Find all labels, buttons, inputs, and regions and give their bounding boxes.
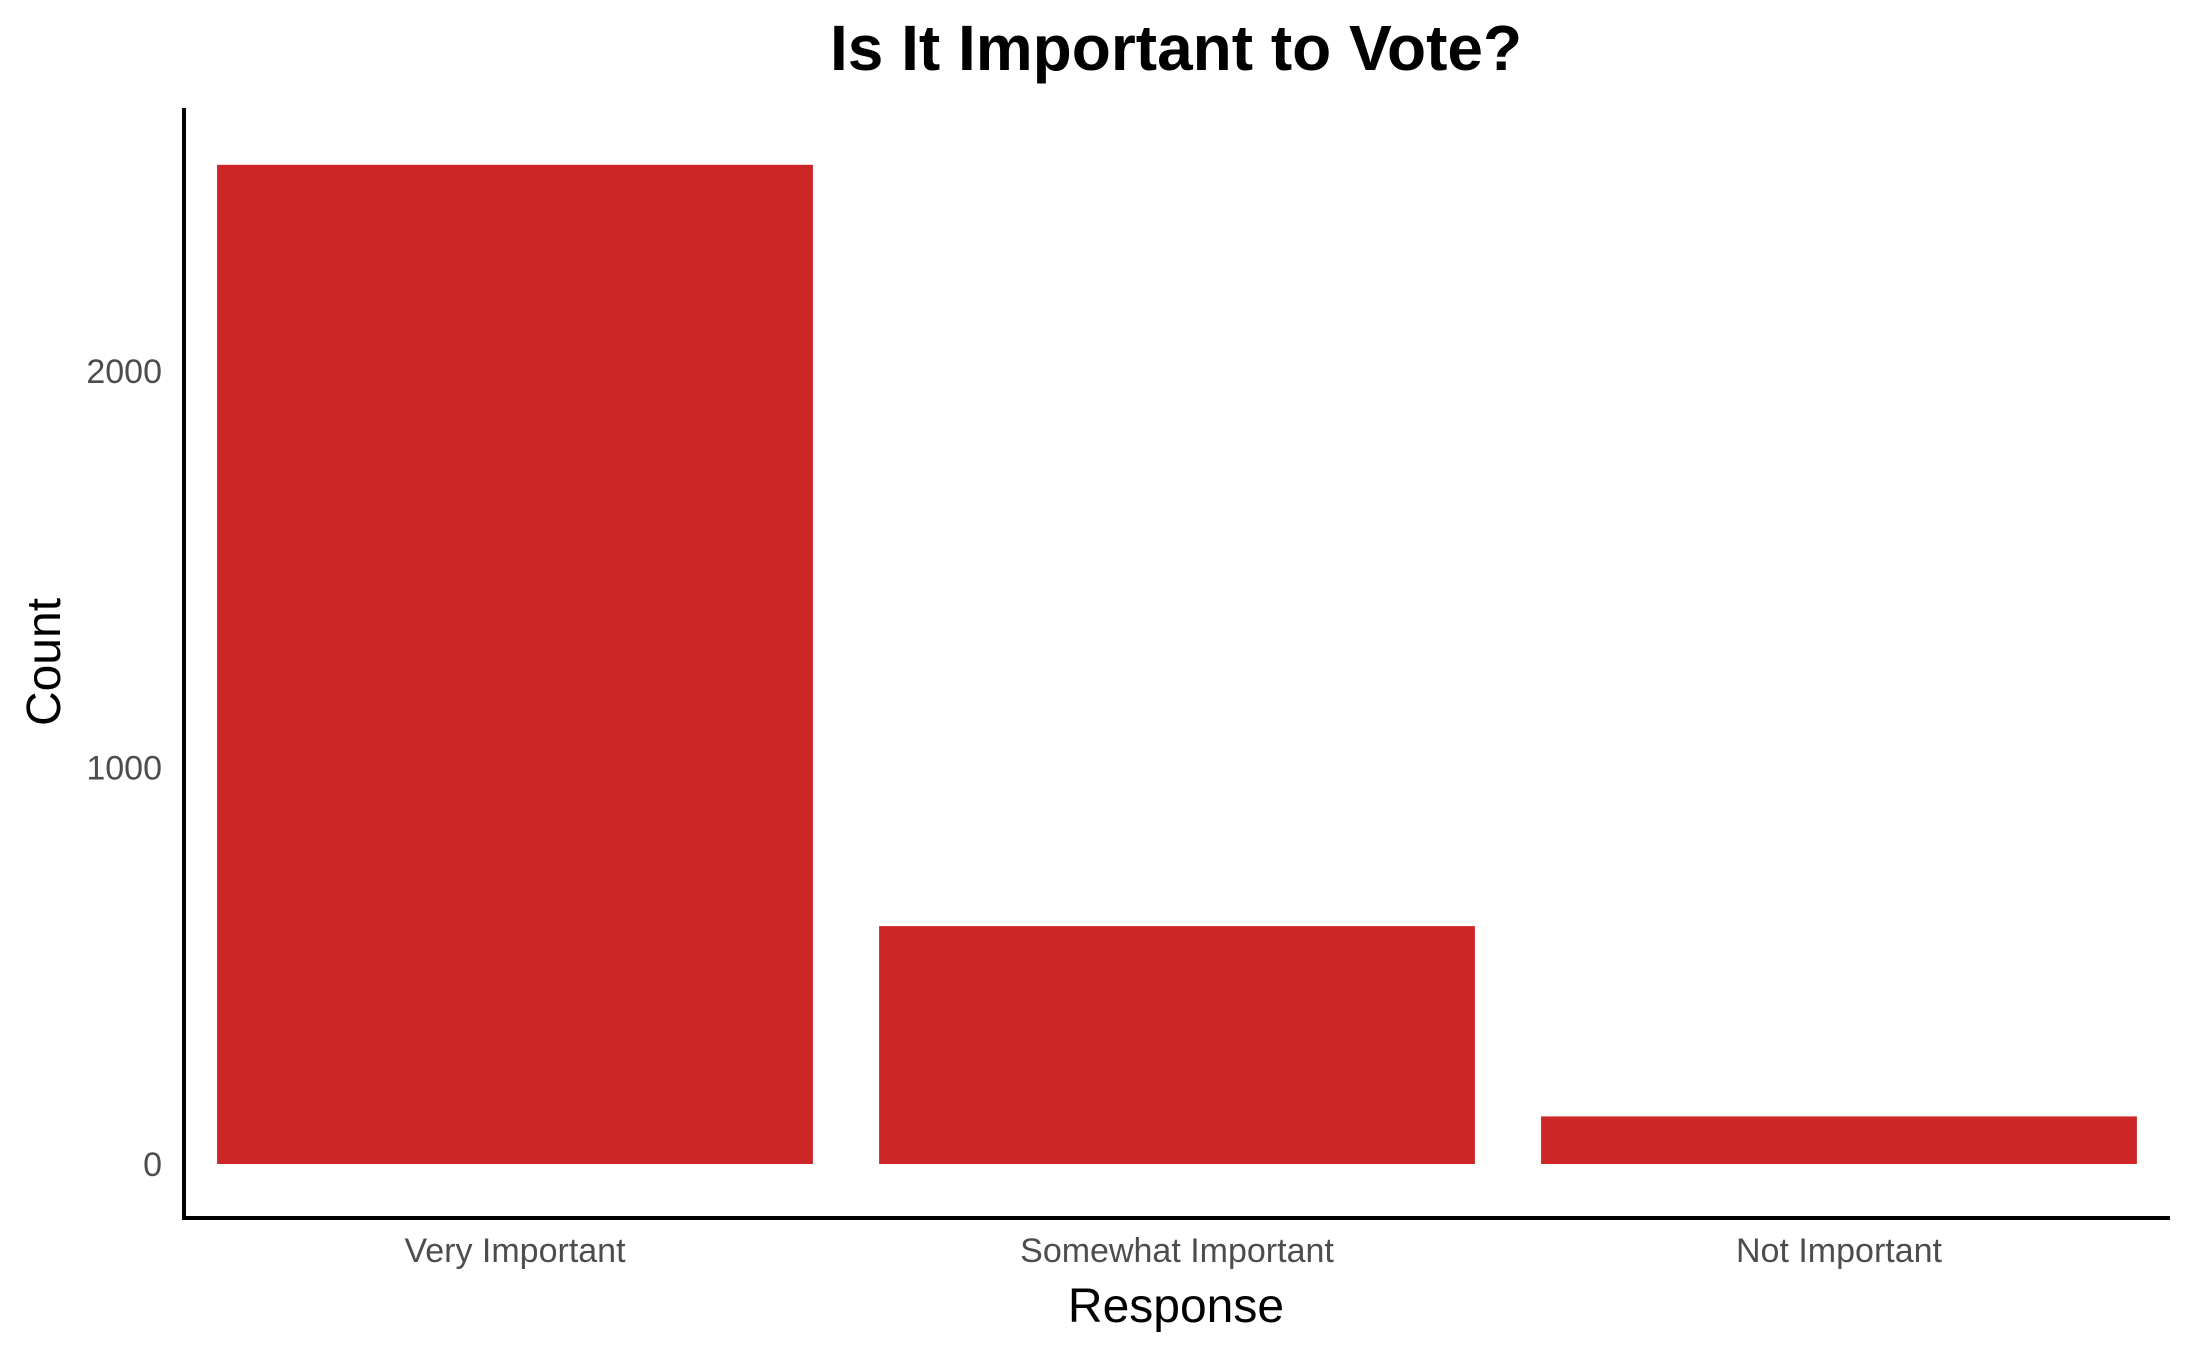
y-tick-label: 0 — [143, 1146, 162, 1184]
y-tick-label: 1000 — [86, 750, 162, 788]
x-tick-label: Very Important — [404, 1232, 626, 1270]
x-tick-label: Not Important — [1736, 1232, 1943, 1270]
chart-title: Is It Important to Vote? — [830, 12, 1522, 84]
bar-somewhat-important — [879, 926, 1475, 1164]
y-tick-label: 2000 — [86, 353, 162, 391]
plot-area — [217, 164, 2137, 1165]
x-tick-label: Somewhat Important — [1020, 1232, 1334, 1270]
bar-not-important — [1541, 1116, 2137, 1164]
y-axis-title: Count — [18, 598, 71, 726]
x-axis-title: Response — [1068, 1280, 1284, 1333]
x-axis-ticks: Very Important Somewhat Important Not Impo… — [404, 1232, 1942, 1270]
y-axis-ticks: 0 1000 2000 — [86, 353, 162, 1184]
bar-very-important — [217, 164, 813, 1165]
